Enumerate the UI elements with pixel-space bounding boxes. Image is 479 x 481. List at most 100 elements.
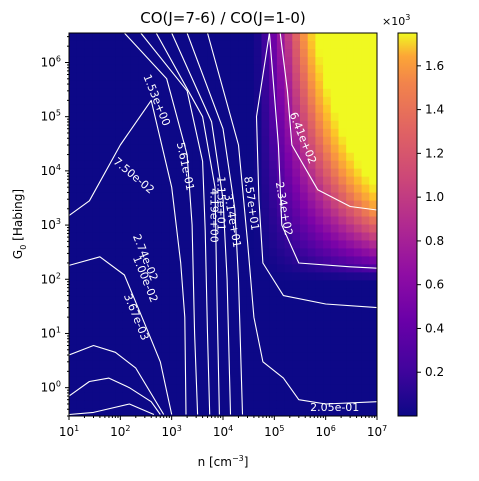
heatmap-cell	[284, 336, 293, 345]
heatmap-cell	[161, 360, 170, 369]
heatmap-cell	[330, 248, 340, 258]
heatmap-cell	[207, 88, 216, 98]
heatmap-cell	[153, 88, 162, 98]
heatmap-cell	[199, 232, 209, 242]
heatmap-cell	[153, 240, 162, 250]
heatmap-cell	[138, 112, 147, 122]
heatmap-cell	[146, 160, 155, 170]
heatmap-cell	[276, 248, 286, 258]
heatmap-cell	[184, 160, 193, 170]
heatmap-cell	[315, 408, 324, 416]
heatmap-cell	[269, 288, 278, 297]
colorbar-tick-label: 0.2	[425, 365, 444, 379]
heatmap-cell	[238, 232, 247, 242]
heatmap-cell	[292, 176, 301, 186]
heatmap-cell	[138, 128, 147, 138]
heatmap-cell	[361, 96, 370, 106]
heatmap-cell	[230, 264, 239, 273]
heatmap-cell	[215, 336, 224, 345]
heatmap-cell	[115, 328, 124, 337]
contour-line	[140, 33, 211, 415]
heatmap-cell	[138, 120, 147, 130]
heatmap-cell	[122, 312, 132, 321]
heatmap-cell	[361, 312, 370, 321]
contour-line	[171, 33, 232, 415]
heatmap-cell	[353, 40, 363, 50]
heatmap-cell	[292, 328, 301, 337]
heatmap-cell	[69, 160, 78, 170]
heatmap-cell	[84, 232, 93, 242]
heatmap-cell	[315, 128, 324, 138]
heatmap-cell	[115, 48, 124, 58]
heatmap-cell	[230, 376, 239, 385]
heatmap-cell	[69, 184, 78, 194]
heatmap-cell	[99, 248, 109, 258]
heatmap-cell	[330, 328, 340, 337]
heatmap-cell	[223, 408, 232, 416]
heatmap-cell	[69, 33, 78, 42]
heatmap-cell	[307, 64, 316, 74]
heatmap-cell	[192, 264, 201, 273]
heatmap-cell	[361, 352, 370, 361]
heatmap-cell	[238, 144, 247, 154]
heatmap-cell	[346, 392, 355, 401]
heatmap-cell	[292, 88, 301, 98]
heatmap-cell	[330, 128, 340, 138]
heatmap-cell	[107, 96, 116, 106]
heatmap-cell	[122, 248, 132, 258]
contour-line	[123, 33, 199, 415]
heatmap-cell	[107, 33, 116, 42]
heatmap-cell	[69, 336, 78, 345]
heatmap-cell	[307, 128, 316, 138]
contour-line	[268, 33, 377, 269]
heatmap-cell	[323, 384, 332, 393]
heatmap-cell	[76, 376, 85, 385]
heatmap-cell	[300, 360, 309, 369]
contour-line	[69, 256, 173, 415]
heatmap-cell	[246, 152, 255, 162]
heatmap-cell	[192, 256, 201, 265]
heatmap-cell	[230, 184, 239, 194]
heatmap-cell	[246, 184, 255, 194]
heatmap-cell	[223, 136, 232, 146]
heatmap-cell	[300, 240, 309, 250]
heatmap-cell	[99, 64, 109, 74]
heatmap-cell	[161, 352, 170, 361]
heatmap-cell	[169, 136, 178, 146]
heatmap-cell	[169, 328, 178, 337]
heatmap-cell	[338, 144, 347, 154]
heatmap-cell	[361, 232, 370, 242]
heatmap-cell	[199, 248, 209, 258]
heatmap-cell	[207, 48, 216, 58]
heatmap-cell	[300, 56, 309, 66]
heatmap-cell	[246, 216, 255, 226]
heatmap-cell	[353, 104, 363, 114]
heatmap-cell	[323, 368, 332, 377]
heatmap-cell	[184, 272, 193, 281]
heatmap-cell	[238, 40, 247, 50]
heatmap-cell	[192, 232, 201, 242]
heatmap-cell	[138, 200, 147, 210]
heatmap-cell	[330, 176, 340, 186]
heatmap-cell	[99, 272, 109, 281]
heatmap-cell	[138, 344, 147, 353]
heatmap-cell	[153, 304, 162, 313]
heatmap-cell	[138, 320, 147, 329]
heatmap-cell	[369, 408, 377, 416]
heatmap-cell	[246, 296, 255, 305]
heatmap-cell	[215, 328, 224, 337]
heatmap-cell	[300, 304, 309, 313]
heatmap-cell	[69, 200, 78, 210]
heatmap-cell	[353, 48, 363, 58]
heatmap-cell	[353, 96, 363, 106]
heatmap-cell	[238, 312, 247, 321]
y-tick-label: 106	[41, 54, 61, 69]
heatmap-cell	[238, 72, 247, 82]
heatmap-cell	[184, 232, 193, 242]
heatmap-cell	[207, 304, 216, 313]
heatmap-cell	[323, 272, 332, 281]
heatmap-cell	[69, 96, 78, 106]
heatmap-cell	[261, 144, 270, 154]
heatmap-cell	[107, 48, 116, 58]
